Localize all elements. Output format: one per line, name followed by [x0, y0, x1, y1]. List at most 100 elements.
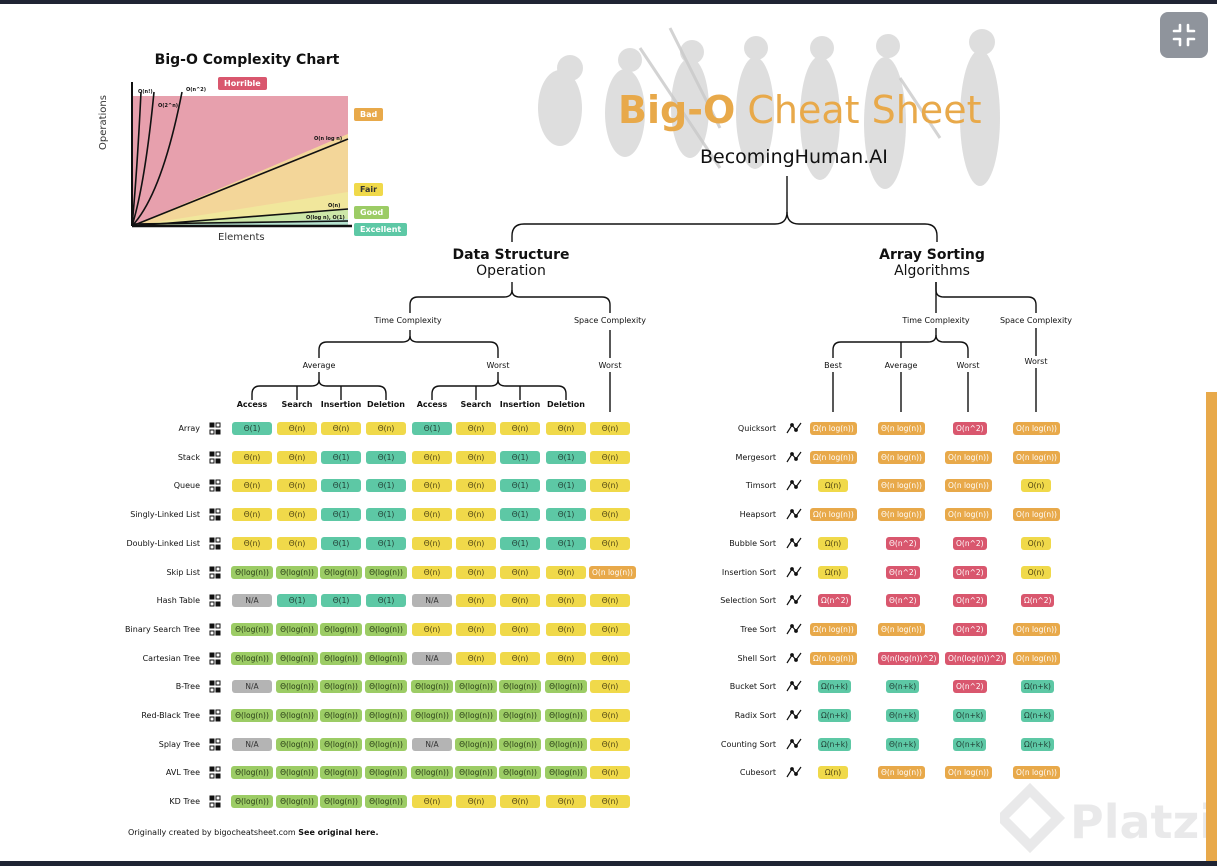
radix-sort-icon [784, 707, 804, 727]
sort-cell: Ω(n) [818, 479, 848, 493]
ds-column-header: Access [236, 400, 268, 409]
doubly-linked-list-icon [207, 536, 227, 556]
bottom-bar [0, 861, 1217, 866]
ds-worst-label: Worst [486, 361, 510, 370]
ds-cell: Θ(log(n)) [276, 651, 318, 665]
ds-cell: Θ(n) [456, 795, 496, 809]
ds-cell: Θ(n) [590, 536, 630, 550]
ds-cell: Θ(n) [456, 651, 496, 665]
sort-cell: O(n) [1021, 479, 1051, 493]
sort-cell: Θ(n log(n)) [878, 479, 925, 493]
bubble-sort-icon [784, 535, 804, 555]
ds-cell: Θ(1) [500, 450, 540, 464]
skip-list-icon [207, 565, 227, 585]
ds-cell: Θ(log(n)) [545, 680, 587, 694]
ds-cell: Θ(n) [500, 622, 540, 636]
ds-cell: Θ(1) [232, 422, 272, 435]
sort-row-name: Shell Sort [737, 653, 776, 663]
sort-cell: Θ(n log(n)) [878, 422, 925, 435]
ds-cell: Θ(log(n)) [365, 709, 407, 722]
ds-cell: Θ(log(n)) [455, 737, 497, 751]
top-bar [0, 0, 1217, 4]
kd-tree-icon [207, 794, 227, 814]
ds-cell: Θ(n) [546, 795, 586, 809]
ds-subtitle: Operation [476, 263, 546, 279]
curve-label-quadratic: O(n^2) [186, 87, 207, 93]
sort-row-name: Radix Sort [734, 711, 776, 720]
sort-cell: O(n log(n)) [1013, 508, 1060, 522]
sort-column-header: Average [884, 361, 918, 370]
ds-cell: N/A [232, 737, 272, 751]
sort-cell: O(n^2) [953, 680, 987, 694]
ds-cell: Θ(n) [456, 536, 496, 550]
mergesort-icon [784, 449, 804, 469]
timsort-icon [784, 477, 804, 497]
ds-cell: Θ(n) [232, 508, 272, 522]
curve-label-factorial: O(n!) [138, 89, 153, 95]
ds-cell: Θ(n) [590, 795, 630, 809]
ds-cell: Θ(log(n)) [455, 766, 497, 780]
collapse-button[interactable] [1160, 12, 1208, 58]
ds-cell: Θ(1) [321, 536, 361, 550]
ds-cell: Θ(n) [456, 450, 496, 464]
ds-cell: Θ(n) [412, 622, 452, 636]
ds-cell: Θ(1) [366, 450, 406, 464]
ds-cell: Θ(log(n)) [365, 651, 407, 665]
sort-cell: Ω(n+k) [818, 680, 851, 694]
sort-row-name: Timsort [745, 481, 776, 491]
ds-cell: Θ(log(n)) [231, 565, 273, 579]
ds-cell: Θ(n) [590, 594, 630, 608]
ds-row-name: Skip List [166, 567, 200, 577]
ds-cell: Θ(n) [590, 508, 630, 522]
ds-cell: Θ(n) [590, 479, 630, 493]
ds-cell: Θ(n) [277, 508, 317, 522]
hash-table-icon [207, 593, 227, 613]
ds-cell: Θ(log(n)) [365, 737, 407, 751]
ds-cell: Θ(log(n)) [411, 766, 453, 780]
binary-search-tree-icon [207, 622, 227, 642]
subtitle: BecomingHuman.AI [700, 146, 888, 168]
ds-cell: Θ(n) [412, 508, 452, 522]
ds-cell: Θ(n) [321, 422, 361, 435]
sort-row-name: Quicksort [737, 424, 776, 433]
ds-cell: Θ(1) [366, 536, 406, 550]
sort-cell: O(n^2) [953, 594, 987, 608]
sort-cell: O(n^2) [953, 536, 987, 550]
tree-sort-icon [784, 621, 804, 641]
ds-cell: Θ(log(n)) [365, 565, 407, 579]
ds-cell: Θ(1) [546, 536, 586, 550]
sort-row-name: Insertion Sort [721, 567, 776, 577]
sort-cell: O(n+k) [953, 737, 987, 751]
sort-cell: O(n log(n)) [1013, 766, 1060, 780]
sort-cell: O(n log(n)) [945, 450, 992, 464]
ds-cell: Θ(n) [500, 651, 540, 665]
sort-cell: Ω(n+k) [818, 737, 851, 751]
ds-row-name: KD Tree [169, 797, 200, 807]
ds-row-name: AVL Tree [165, 768, 200, 778]
ds-column-header: Deletion [547, 400, 585, 409]
ds-cell: Θ(n) [412, 536, 452, 550]
ds-cell: Θ(1) [366, 508, 406, 522]
ds-column-header: Deletion [367, 400, 405, 409]
sort-cell: O(n+k) [953, 709, 987, 722]
footer-original-link[interactable]: See original here. [298, 828, 379, 837]
legend-fair: Fair [354, 183, 384, 196]
ds-column-header: Insertion [320, 400, 362, 409]
ds-cell: N/A [232, 594, 272, 608]
ds-cell: Θ(n) [546, 651, 586, 665]
sort-cell: Θ(n log(n)) [878, 766, 925, 780]
legend-bad: Bad [354, 108, 384, 121]
ds-cell: Θ(n) [546, 622, 586, 636]
splay-tree-icon [207, 737, 227, 757]
ds-cell: Θ(n) [456, 565, 496, 579]
ds-cell: Θ(log(n)) [276, 709, 318, 722]
ds-column-header: Access [416, 400, 448, 409]
ds-cell: Θ(n) [500, 422, 540, 435]
ds-cell: Θ(n) [546, 422, 586, 435]
ds-cell: Θ(1) [500, 479, 540, 493]
ds-cell: Θ(n) [500, 594, 540, 608]
ds-cell: Θ(log(n)) [499, 737, 541, 751]
ds-cell: Θ(n) [590, 622, 630, 636]
ds-cell: Θ(log(n)) [276, 766, 318, 780]
ds-cell: Θ(n) [590, 651, 630, 665]
